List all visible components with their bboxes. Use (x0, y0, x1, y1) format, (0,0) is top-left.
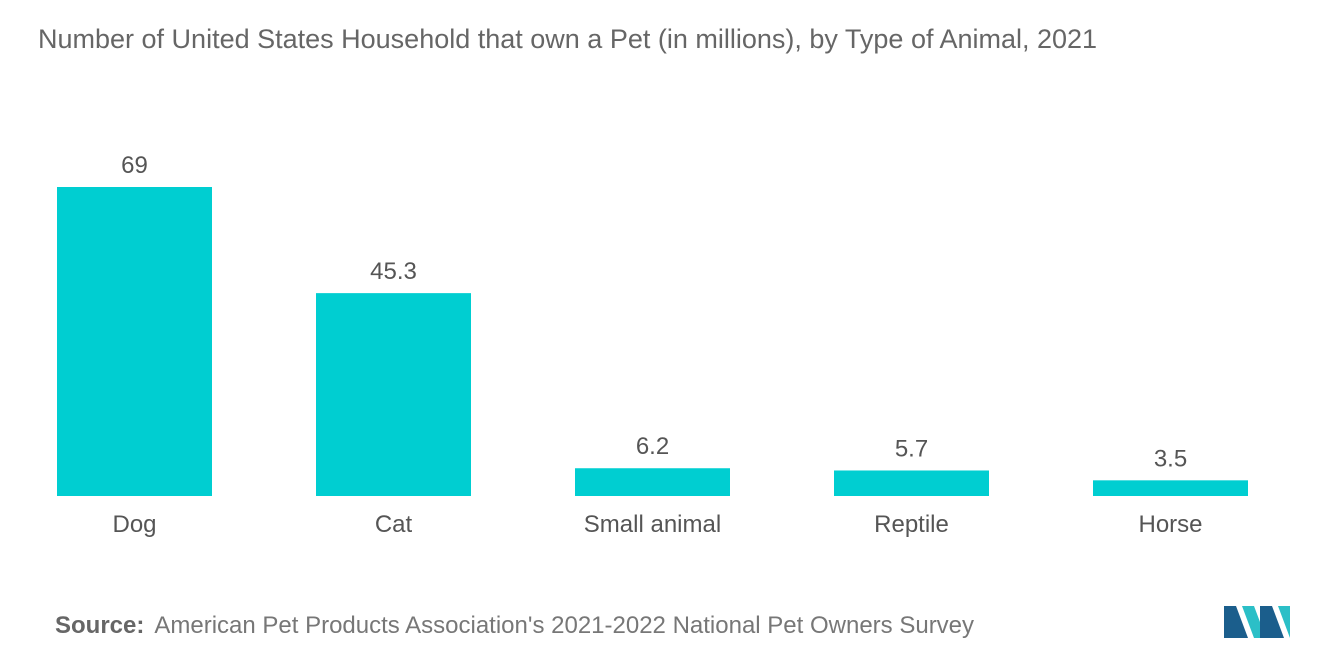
source-label: Source: (55, 612, 145, 639)
category-tick-label: Small animal (584, 511, 721, 538)
data-label: 69 (121, 152, 148, 179)
data-label: 3.5 (1154, 445, 1187, 472)
category-tick-label: Cat (375, 511, 413, 538)
bar-reptile (834, 470, 989, 496)
data-label: 6.2 (636, 433, 669, 460)
bar-horse (1093, 480, 1248, 496)
data-label: 5.7 (895, 435, 928, 462)
chart-title: Number of United States Household that o… (38, 24, 1098, 54)
bar-small-animal (575, 468, 730, 496)
source-note: Source: American Pet Products Association… (55, 612, 974, 640)
category-tick-label: Dog (112, 511, 156, 538)
company-logo-icon (1224, 606, 1290, 638)
category-tick-label: Horse (1138, 511, 1202, 538)
bar-cat (316, 293, 471, 496)
data-label: 45.3 (370, 258, 417, 285)
category-tick-label: Reptile (874, 511, 949, 538)
source-text: American Pet Products Association's 2021… (154, 612, 975, 639)
bar-dog (57, 187, 212, 496)
bar-chart: 69 Dog 45.3 Cat 6.2 Small animal 5.7 Reptile 3.5… (57, 152, 1248, 538)
